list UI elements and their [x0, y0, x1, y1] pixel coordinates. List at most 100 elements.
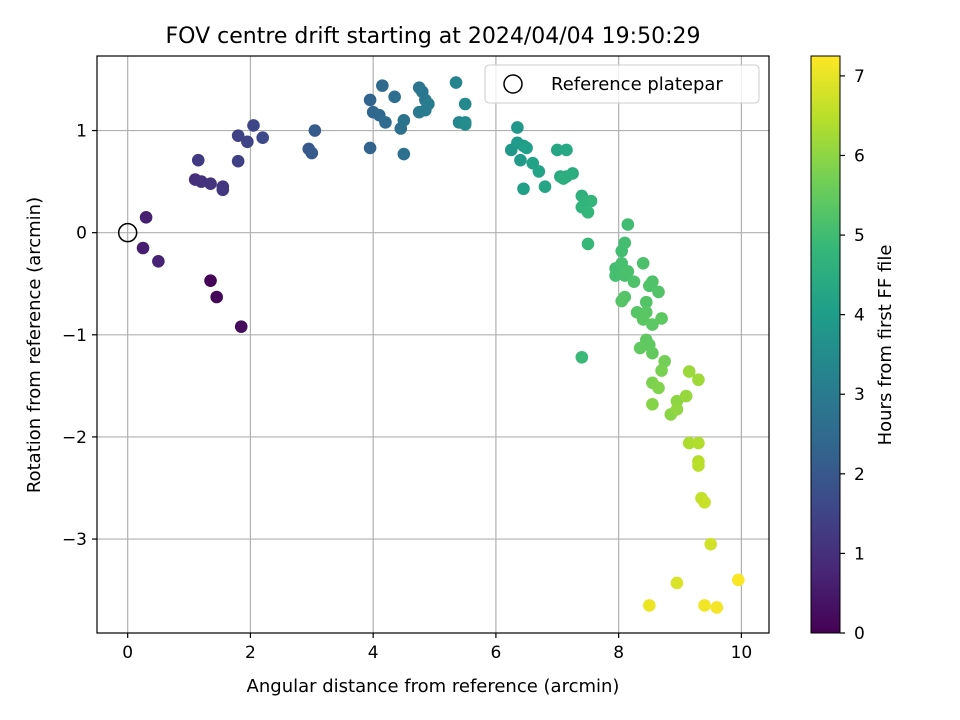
y-axis-label: Rotation from reference (arcmin): [24, 197, 45, 493]
colorbar-tick-label: 7: [854, 67, 865, 87]
scatter-point: [704, 537, 717, 551]
colorbar-tick-label: 1: [854, 544, 865, 564]
scatter-point: [581, 237, 595, 251]
scatter-point: [584, 194, 598, 208]
scatter-point: [532, 165, 546, 178]
y-axis-ticks: −3 −2 −1 0 1: [62, 122, 97, 550]
scatter-point: [633, 341, 647, 355]
scatter-point: [621, 218, 635, 231]
scatter-point: [670, 403, 684, 416]
x-tick-label: 10: [731, 643, 753, 663]
scatter-point: [618, 236, 632, 250]
scatter-point: [560, 143, 573, 157]
scatter-point: [646, 318, 659, 331]
y-tick-label: −1: [62, 326, 87, 346]
scatter-point: [204, 274, 217, 287]
scatter-point: [216, 183, 230, 197]
x-tick-label: 6: [490, 643, 501, 663]
scatter-point: [449, 76, 463, 89]
scatter-point: [615, 294, 629, 308]
scatter-point: [609, 269, 622, 282]
scatter-point: [419, 103, 432, 117]
x-tick-label: 4: [368, 643, 379, 663]
scatter-point: [682, 365, 696, 378]
colorbar-gradient: [810, 55, 841, 634]
scatter-point: [136, 241, 150, 255]
colorbar-ticks: 0 1 2 3 4 5 6 7: [840, 67, 865, 644]
plot-frame: [96, 55, 770, 634]
y-tick-label: −2: [62, 428, 87, 448]
scatter-points: [136, 76, 745, 614]
scatter-point: [234, 320, 248, 333]
scatter-point: [152, 254, 165, 268]
x-axis-label: Angular distance from reference (arcmin): [247, 676, 620, 697]
colorbar-tick-label: 0: [854, 624, 865, 644]
scatter-point: [241, 135, 254, 149]
scatter-point: [646, 397, 659, 411]
chart-title: FOV centre drift starting at 2024/04/04 …: [166, 24, 701, 49]
scatter-point: [643, 599, 656, 612]
scatter-point: [139, 211, 153, 224]
scatter-point: [636, 313, 650, 326]
scatter-point: [652, 285, 665, 299]
scatter-point: [652, 381, 665, 395]
colorbar-tick-label: 4: [854, 306, 865, 326]
scatter-point: [698, 495, 711, 509]
scatter-point: [655, 312, 668, 325]
scatter-point: [210, 290, 223, 304]
plot-background: [97, 56, 769, 633]
scatter-point: [520, 141, 533, 155]
y-tick-label: 0: [76, 224, 87, 244]
legend-marker-icon: [503, 74, 523, 94]
scatter-point: [643, 279, 656, 293]
scatter-point: [363, 141, 377, 155]
scatter-point: [732, 573, 745, 587]
scatter-point: [636, 257, 650, 270]
colorbar-tick-label: 5: [854, 226, 865, 246]
x-axis-ticks: 0 2 4 6 8 10: [122, 633, 752, 663]
scatter-point: [655, 364, 668, 377]
y-tick-label: −3: [62, 530, 87, 550]
scatter-point: [517, 182, 530, 196]
scatter-point: [511, 121, 524, 134]
scatter-point: [305, 146, 319, 160]
scatter-point: [692, 459, 705, 472]
x-tick-label: 2: [245, 643, 256, 663]
scatter-point: [191, 153, 205, 167]
scatter-point: [514, 153, 527, 167]
colorbar-tick-label: 6: [854, 146, 865, 166]
scatter-point: [458, 97, 472, 111]
scatter-point: [557, 172, 570, 185]
scatter-point: [670, 576, 684, 590]
scatter-point: [698, 599, 711, 612]
scatter-point: [256, 131, 269, 144]
scatter-point: [538, 180, 552, 194]
scatter-point: [646, 346, 659, 360]
x-tick-label: 8: [613, 643, 624, 663]
scatter-point: [388, 90, 401, 104]
scatter-point: [247, 119, 260, 132]
scatter-point: [679, 389, 693, 403]
scatter-point: [231, 154, 245, 168]
scatter-point: [692, 436, 705, 450]
scatter-point: [639, 295, 653, 309]
scatter-point: [308, 124, 322, 137]
scatter-point: [627, 275, 641, 288]
scatter-point: [458, 118, 472, 131]
legend-label: Reference platepar: [551, 74, 723, 95]
scatter-point: [397, 147, 411, 161]
colorbar: 0 1 2 3 4 5 6 7 Hours from first FF file: [810, 55, 896, 644]
scatter-point: [566, 167, 579, 180]
scatter-point: [621, 265, 635, 278]
legend-box: [484, 64, 760, 104]
scatter-point: [575, 350, 589, 364]
colorbar-tick-label: 3: [854, 385, 865, 405]
scatter-point: [710, 601, 724, 614]
colorbar-tick-label: 2: [854, 465, 865, 485]
scatter-point: [363, 93, 377, 107]
scatter-point: [376, 79, 389, 92]
scatter-point: [397, 114, 411, 127]
scatter-point: [231, 129, 245, 142]
reference-platepar-marker: [117, 222, 138, 243]
